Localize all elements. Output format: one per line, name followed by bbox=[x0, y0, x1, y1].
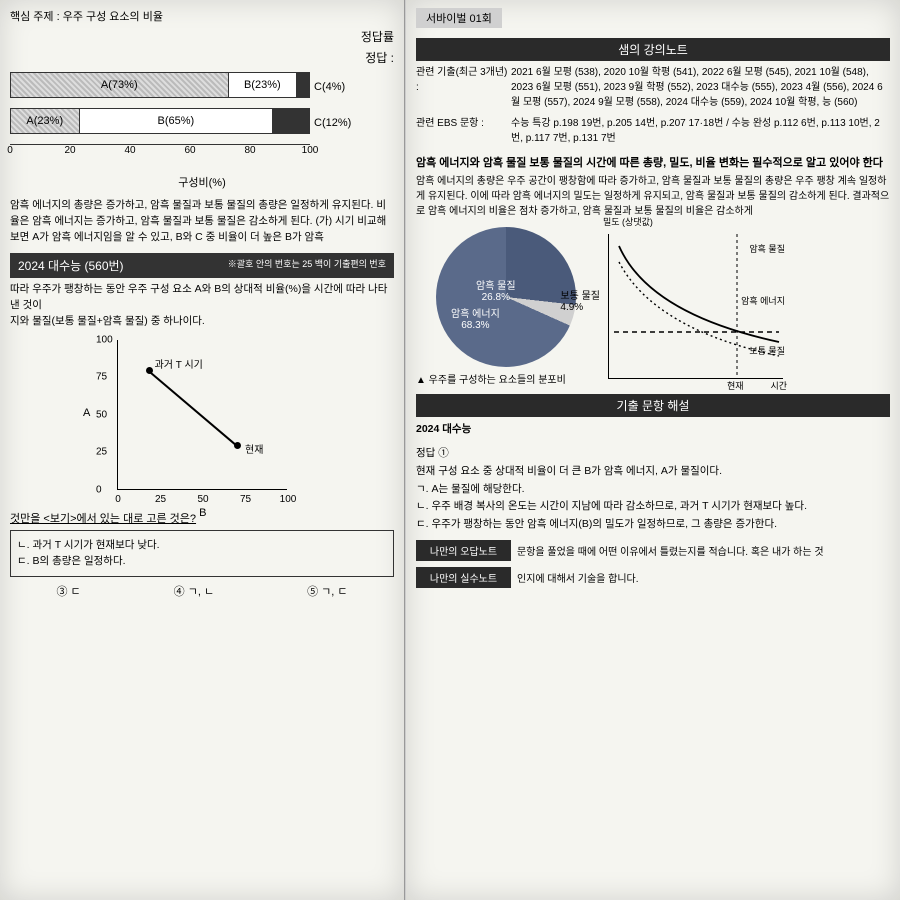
left-page: 핵심 주제 : 우주 구성 요소의 비율 정답률 정답 : A(73%)B(23… bbox=[0, 0, 405, 900]
choice-option[interactable]: ⑤ ㄱ, ㄷ bbox=[307, 583, 347, 599]
section-lecture-note: 샘의 강의노트 bbox=[416, 38, 890, 61]
pie-caption: ▲ 우주를 구성하는 요소들의 분포비 bbox=[416, 371, 596, 386]
series-tab: 서바이벌 01회 bbox=[416, 8, 502, 28]
scatter-plot: A B 02550751000255075100과거 T 시기현재 bbox=[117, 340, 287, 490]
pie-slice-2: 암흑 에너지 68.3% bbox=[451, 305, 500, 331]
topic-line: 핵심 주제 : 우주 구성 요소의 비율 bbox=[10, 8, 394, 24]
pie-slice-1: 암흑 물질 26.8% bbox=[476, 277, 516, 303]
wrong-note-row: 나만의 오답노트 문항을 풀었을 때에 어떤 이유에서 틀렸는지를 적습니다. … bbox=[416, 540, 890, 561]
bar-axis: 020406080100 bbox=[10, 144, 310, 164]
composition-bar-chart: A(73%)B(23%)C(4%)A(23%)B(65%)C(12%) bbox=[10, 72, 394, 138]
right-page: 서바이벌 01회 샘의 강의노트 관련 기출(최근 3개년) : 2021 6월… bbox=[405, 0, 900, 900]
pie-chart: 암흑 물질 26.8% 암흑 에너지 68.3% 보통 물질 4.9% ▲ 우주… bbox=[416, 227, 596, 386]
pie-slice-3: 보통 물질 4.9% bbox=[560, 287, 600, 313]
scatter-xlabel: B bbox=[199, 507, 206, 519]
answer-block: 2024 대수능 정답 ① 현재 구성 요소 중 상대적 비율이 더 큰 B가 … bbox=[416, 421, 890, 534]
question-stem: 따라 우주가 팽창하는 동안 우주 구성 요소 A와 B의 상대적 비율(%)을… bbox=[10, 278, 394, 333]
section-past-explain: 기출 문항 해설 bbox=[416, 394, 890, 417]
ref-ebs: 관련 EBS 문항 : 수능 특강 p.198 19번, p.205 14번, … bbox=[416, 116, 890, 146]
scatter-ylabel: A bbox=[83, 407, 90, 419]
explanation: 암흑 에너지의 총량은 우주 공간이 팽창함에 따라 증가하고, 암흑 물질과 … bbox=[416, 174, 890, 219]
ref-past-exams: 관련 기출(최근 3개년) : 2021 6월 모평 (538), 2020 1… bbox=[416, 65, 890, 110]
answer-rate: 정답률 bbox=[10, 28, 394, 45]
curve-l3: 보통 물질 bbox=[749, 344, 785, 357]
choice-box: ㄴ. 과거 T 시기가 현재보다 낮다.ㄷ. B의 총량은 일정하다. bbox=[10, 530, 394, 578]
answer: 정답 : bbox=[10, 49, 394, 66]
choice-row: ③ ㄷ ④ ㄱ, ㄴ ⑤ ㄱ, ㄷ bbox=[10, 583, 394, 599]
question-title: 2024 대수능 (560번) bbox=[18, 257, 124, 274]
diagram-row: 암흑 물질 26.8% 암흑 에너지 68.3% 보통 물질 4.9% ▲ 우주… bbox=[416, 227, 890, 386]
choice-option[interactable]: ④ ㄱ, ㄴ bbox=[174, 583, 214, 599]
curve-now: 현재 bbox=[727, 379, 744, 392]
bar-axis-label: 구성비(%) bbox=[10, 174, 394, 190]
key-point: 암흑 에너지와 암흑 물질 보통 물질의 시간에 따른 총량, 밀도, 비율 변… bbox=[416, 154, 890, 170]
curve-time: 시간 bbox=[770, 379, 787, 392]
choice-option[interactable]: ③ ㄷ bbox=[56, 583, 80, 599]
mistake-note-row: 나만의 실수노트 인지에 대해서 기술을 합니다. bbox=[416, 567, 890, 588]
explanation-para: 암흑 에너지의 총량은 증가하고, 암흑 물질과 보통 물질의 총량은 일정하게… bbox=[10, 198, 394, 245]
density-curve: 밀도 (상댓값) 암흑 물질 암흑 에너지 보통 물질 현재 시간 bbox=[608, 234, 783, 379]
question-note: ※괄호 안의 번호는 25 백이 기출편의 번호 bbox=[228, 257, 386, 274]
curve-l1: 암흑 물질 bbox=[749, 242, 785, 255]
question-header: 2024 대수능 (560번) ※괄호 안의 번호는 25 백이 기출편의 번호 bbox=[10, 253, 394, 278]
curve-l2: 암흑 에너지 bbox=[741, 294, 785, 307]
curve-ylabel: 밀도 (상댓값) bbox=[603, 218, 653, 228]
